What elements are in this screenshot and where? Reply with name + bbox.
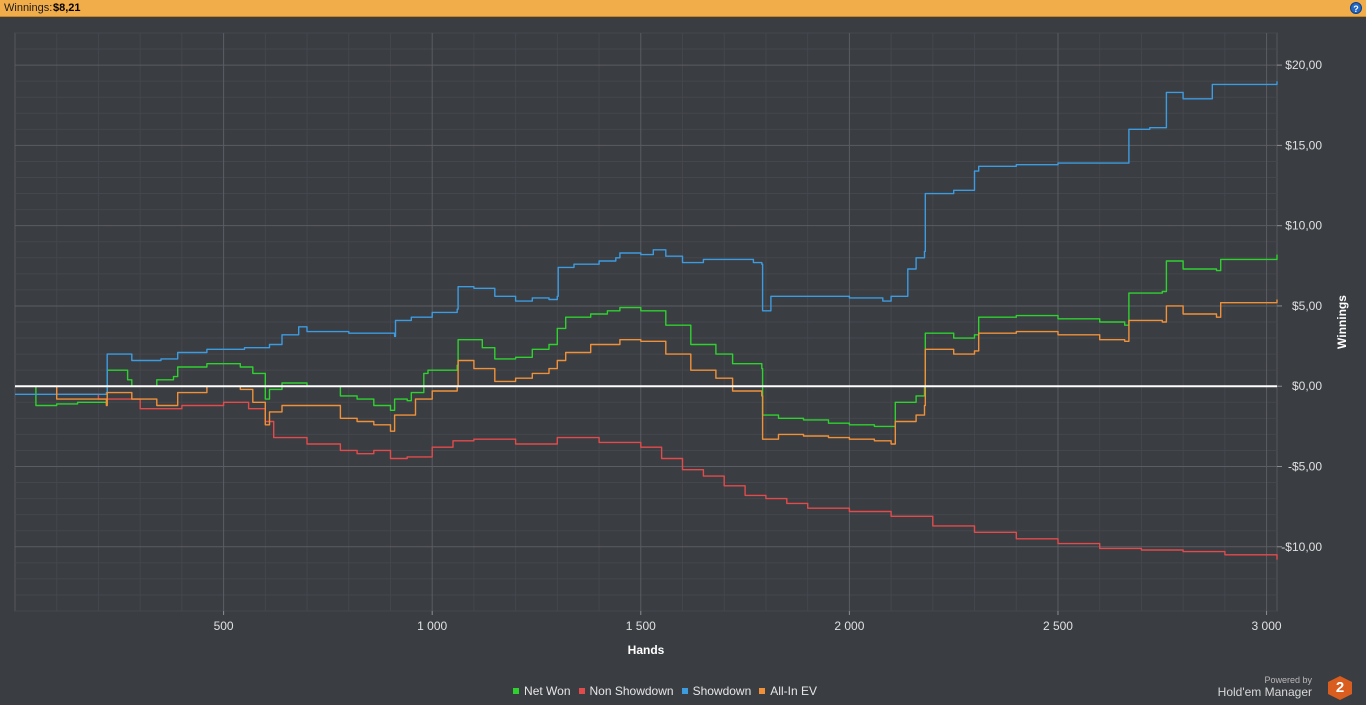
y-tick-label: $5,00 — [1292, 299, 1322, 313]
series-line-all-in-ev — [15, 299, 1278, 445]
series-line-showdown — [15, 81, 1278, 395]
series-line-net-won — [15, 254, 1278, 428]
y-tick-label: $15,00 — [1285, 138, 1322, 152]
minor-grid — [15, 32, 1277, 612]
x-tick-label: 2 500 — [1043, 619, 1073, 633]
y-tick-label: $10,00 — [1285, 219, 1322, 233]
winnings-header-bar: Winnings: $8,21 ? — [0, 0, 1366, 17]
legend-label-net-won: Net Won — [524, 684, 571, 698]
y-axis: -$10,00 -$5,00 $0,00 $5,00 $10,00 $15,00 $20,0… — [1277, 58, 1322, 554]
hem-logo-icon: 2 — [1328, 676, 1352, 700]
y-tick-label: -$5,00 — [1288, 460, 1322, 474]
series-layer — [15, 81, 1278, 560]
legend-swatch-non-showdown — [578, 688, 585, 694]
legend-label-showdown: Showdown — [692, 684, 752, 698]
y-tick-label: $20,00 — [1285, 58, 1322, 72]
major-grid — [15, 33, 1277, 611]
legend-item-net-won[interactable]: Net Won — [513, 684, 571, 698]
winnings-label: Winnings: — [4, 2, 53, 14]
x-tick-label: 1 500 — [626, 619, 656, 633]
chart-legend: Net Won Non Showdown Showdown All-In EV — [0, 684, 1330, 698]
x-tick-label: 2 000 — [834, 619, 864, 633]
legend-label-non-showdown: Non Showdown — [589, 684, 674, 698]
powered-by-text: Powered by — [1264, 675, 1312, 685]
y-axis-label: Winnings — [1335, 295, 1349, 349]
y-tick-label: $0,00 — [1292, 379, 1322, 393]
x-tick-label: 1 000 — [417, 619, 447, 633]
brand-name: Hold'em Manager — [1217, 685, 1312, 699]
x-axis-label: Hands — [628, 643, 665, 657]
legend-swatch-all-in-ev — [759, 688, 766, 694]
hem-branding: Powered by Hold'em Manager 2 — [1212, 673, 1352, 703]
legend-item-showdown[interactable]: Showdown — [681, 684, 752, 698]
legend-item-non-showdown[interactable]: Non Showdown — [578, 684, 674, 698]
legend-item-all-in-ev[interactable]: All-In EV — [759, 684, 817, 698]
legend-swatch-showdown — [681, 688, 688, 694]
legend-swatch-net-won — [513, 688, 520, 694]
winnings-value: $8,21 — [53, 2, 81, 14]
x-axis: 500 1 000 1 500 2 000 2 500 3 000 — [214, 611, 1282, 633]
x-tick-label: 3 000 — [1252, 619, 1282, 633]
x-tick-label: 500 — [214, 619, 234, 633]
legend-label-all-in-ev: All-In EV — [770, 684, 817, 698]
y-tick-label: -$10,00 — [1281, 540, 1322, 554]
help-icon[interactable]: ? — [1350, 2, 1362, 14]
